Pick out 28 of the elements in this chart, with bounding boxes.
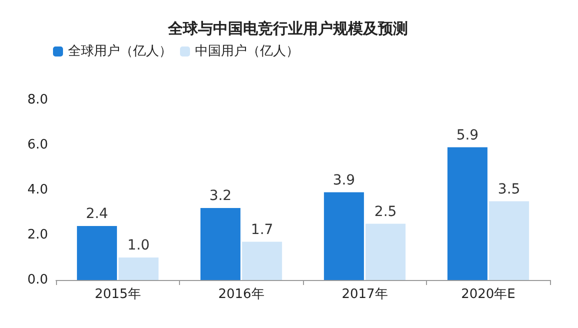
data-label: 2.4	[86, 206, 108, 222]
x-tick-label: 2016年	[218, 287, 264, 302]
data-label: 1.7	[250, 222, 274, 238]
bar	[76, 226, 117, 280]
data-label: 3.2	[209, 188, 232, 204]
bar	[324, 192, 364, 280]
y-tick-label: 4.0	[27, 182, 48, 198]
chart-title: 全球与中国电竞行业用户规模及预测	[167, 20, 408, 38]
x-tick-label: 2017年	[342, 287, 388, 302]
bar	[366, 224, 406, 280]
x-tick-label: 2020年E	[461, 287, 516, 302]
y-tick-label: 6.0	[27, 138, 48, 152]
data-label: 1.0	[127, 238, 150, 254]
data-label: 2.5	[374, 204, 397, 220]
bar	[489, 201, 530, 280]
bar	[242, 242, 282, 280]
bar	[118, 258, 159, 280]
y-tick-label: 8.0	[27, 92, 48, 108]
legend-label: 全球用户（亿人）	[68, 44, 172, 59]
y-tick-label: 0.0	[27, 272, 48, 288]
bar	[447, 147, 488, 280]
bar	[200, 208, 240, 280]
y-tick-label: 2.0	[27, 228, 48, 242]
legend-label: 中国用户（亿人）	[195, 44, 299, 59]
data-label: 3.5	[498, 181, 520, 198]
data-label: 5.9	[456, 127, 479, 144]
data-label: 3.9	[332, 172, 356, 188]
x-tick-label: 2015年	[94, 287, 141, 302]
